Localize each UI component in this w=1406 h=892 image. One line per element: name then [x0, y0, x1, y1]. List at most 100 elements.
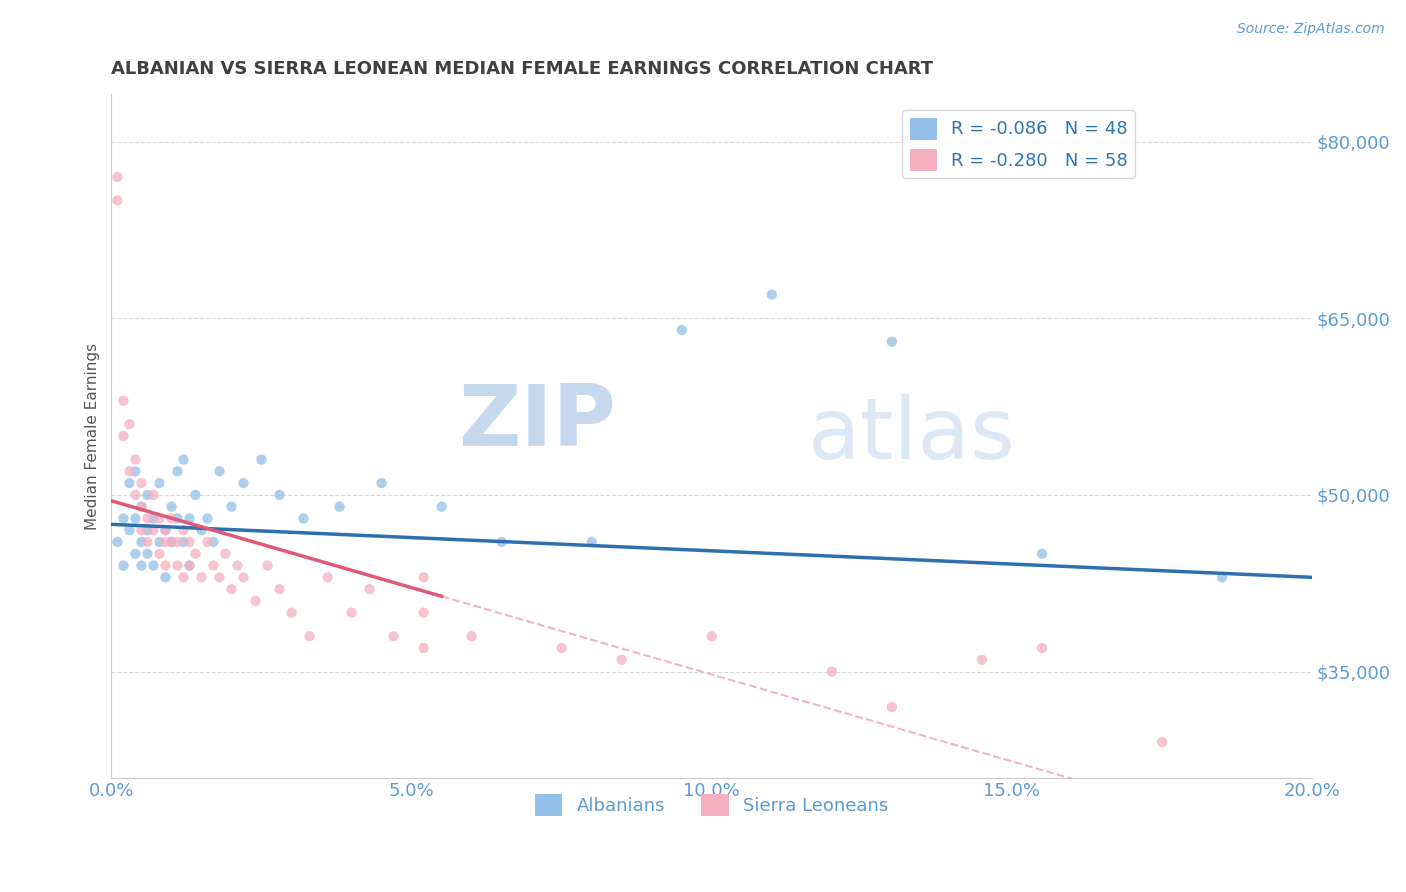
- Point: [491, 535, 513, 549]
- Text: Source: ZipAtlas.com: Source: ZipAtlas.com: [1237, 22, 1385, 37]
- Point: [329, 500, 352, 514]
- Point: [112, 429, 135, 443]
- Point: [172, 570, 194, 584]
- Text: atlas: atlas: [808, 394, 1015, 477]
- Point: [671, 323, 693, 337]
- Point: [142, 511, 165, 525]
- Point: [136, 511, 159, 525]
- Point: [136, 547, 159, 561]
- Point: [184, 488, 207, 502]
- Point: [550, 640, 572, 655]
- Point: [166, 535, 188, 549]
- Text: ZIP: ZIP: [458, 381, 616, 464]
- Point: [280, 606, 302, 620]
- Point: [112, 393, 135, 408]
- Point: [160, 511, 183, 525]
- Point: [172, 452, 194, 467]
- Point: [155, 523, 177, 537]
- Point: [142, 523, 165, 537]
- Point: [148, 535, 170, 549]
- Point: [124, 452, 146, 467]
- Point: [124, 511, 146, 525]
- Point: [880, 334, 903, 349]
- Point: [412, 640, 434, 655]
- Point: [166, 464, 188, 478]
- Point: [226, 558, 249, 573]
- Point: [179, 558, 201, 573]
- Point: [112, 558, 135, 573]
- Point: [970, 653, 993, 667]
- Point: [148, 547, 170, 561]
- Point: [160, 500, 183, 514]
- Point: [160, 535, 183, 549]
- Point: [610, 653, 633, 667]
- Point: [155, 558, 177, 573]
- Point: [214, 547, 236, 561]
- Point: [761, 287, 783, 301]
- Point: [1031, 547, 1053, 561]
- Point: [136, 488, 159, 502]
- Point: [166, 558, 188, 573]
- Point: [316, 570, 339, 584]
- Point: [131, 523, 153, 537]
- Point: [190, 570, 212, 584]
- Point: [107, 194, 129, 208]
- Point: [359, 582, 381, 596]
- Point: [179, 511, 201, 525]
- Point: [184, 547, 207, 561]
- Point: [118, 417, 141, 432]
- Point: [269, 582, 291, 596]
- Y-axis label: Median Female Earnings: Median Female Earnings: [86, 343, 100, 530]
- Point: [340, 606, 363, 620]
- Point: [124, 464, 146, 478]
- Point: [382, 629, 405, 643]
- Point: [160, 535, 183, 549]
- Point: [581, 535, 603, 549]
- Point: [107, 535, 129, 549]
- Point: [821, 665, 844, 679]
- Point: [118, 523, 141, 537]
- Point: [131, 558, 153, 573]
- Point: [460, 629, 482, 643]
- Point: [124, 547, 146, 561]
- Point: [131, 500, 153, 514]
- Point: [202, 535, 225, 549]
- Point: [136, 523, 159, 537]
- Text: ALBANIAN VS SIERRA LEONEAN MEDIAN FEMALE EARNINGS CORRELATION CHART: ALBANIAN VS SIERRA LEONEAN MEDIAN FEMALE…: [111, 60, 934, 78]
- Point: [412, 606, 434, 620]
- Point: [155, 570, 177, 584]
- Point: [179, 558, 201, 573]
- Point: [131, 500, 153, 514]
- Point: [232, 570, 254, 584]
- Point: [370, 476, 392, 491]
- Point: [118, 464, 141, 478]
- Point: [292, 511, 315, 525]
- Point: [269, 488, 291, 502]
- Point: [256, 558, 278, 573]
- Point: [1150, 735, 1173, 749]
- Point: [107, 169, 129, 184]
- Point: [148, 511, 170, 525]
- Point: [148, 476, 170, 491]
- Point: [190, 523, 212, 537]
- Point: [1031, 640, 1053, 655]
- Point: [208, 570, 231, 584]
- Point: [245, 594, 267, 608]
- Point: [172, 535, 194, 549]
- Point: [118, 476, 141, 491]
- Point: [131, 535, 153, 549]
- Legend: Albanians, Sierra Leoneans: Albanians, Sierra Leoneans: [529, 787, 896, 823]
- Point: [155, 535, 177, 549]
- Point: [202, 558, 225, 573]
- Point: [412, 570, 434, 584]
- Point: [197, 535, 219, 549]
- Point: [142, 558, 165, 573]
- Point: [208, 464, 231, 478]
- Point: [700, 629, 723, 643]
- Point: [880, 699, 903, 714]
- Point: [221, 582, 243, 596]
- Point: [197, 511, 219, 525]
- Point: [131, 476, 153, 491]
- Point: [430, 500, 453, 514]
- Point: [221, 500, 243, 514]
